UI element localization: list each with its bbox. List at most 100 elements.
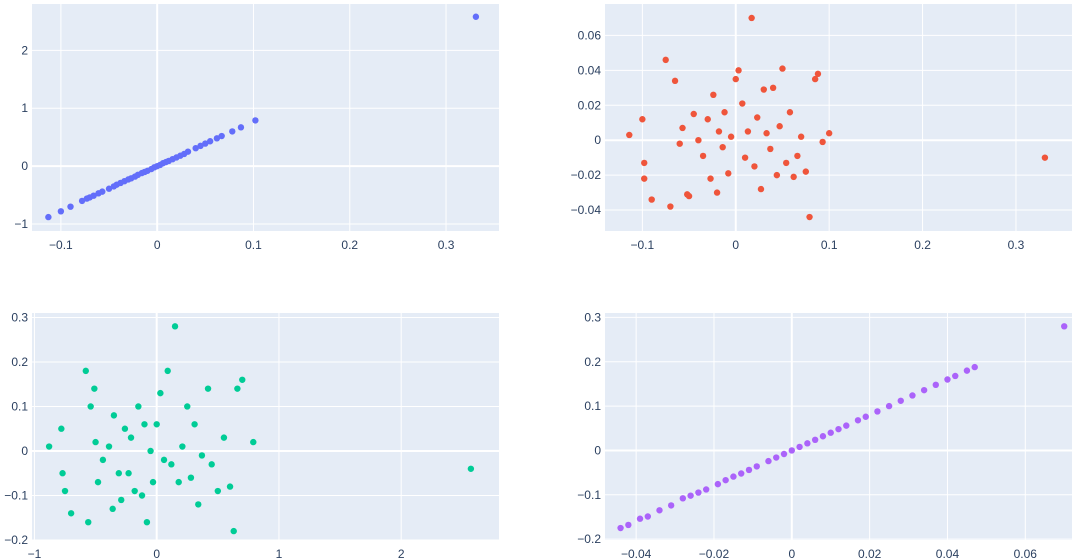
scatter-point bbox=[82, 367, 89, 375]
x-tick-label: −0.04 bbox=[621, 547, 652, 559]
scatter-point bbox=[819, 138, 826, 146]
scatter-point bbox=[191, 421, 198, 428]
scatter-point bbox=[676, 140, 683, 147]
scatter-point bbox=[143, 518, 151, 526]
x-tick-label: 0.3 bbox=[438, 238, 455, 252]
y-tick-label: 2 bbox=[21, 43, 28, 57]
scatter-point bbox=[695, 137, 702, 144]
scatter-point bbox=[735, 67, 742, 74]
scatter-point bbox=[806, 213, 813, 221]
scatter-point bbox=[854, 417, 862, 424]
scatter-point bbox=[250, 438, 257, 446]
scatter-point bbox=[45, 213, 52, 221]
y-tick-label: −0.2 bbox=[4, 533, 28, 547]
y-tick-label: 0.3 bbox=[584, 310, 601, 324]
scatter-point bbox=[751, 163, 758, 170]
scatter-point bbox=[648, 196, 655, 203]
plot-background bbox=[32, 4, 499, 231]
scatter-point bbox=[715, 128, 723, 135]
scatter-point bbox=[721, 109, 728, 116]
scatter-point bbox=[804, 440, 811, 447]
scatter-point bbox=[707, 175, 714, 182]
scatter-point bbox=[149, 478, 157, 486]
y-tick-label: −0.04 bbox=[571, 203, 602, 217]
scatter-point bbox=[819, 433, 827, 440]
scatter-point bbox=[67, 203, 74, 210]
y-tick-label: 0.1 bbox=[11, 399, 28, 413]
scatter-point bbox=[234, 385, 241, 392]
x-tick-label: 0.1 bbox=[245, 238, 262, 252]
x-tick-label: 0.04 bbox=[936, 547, 960, 559]
scatter-point bbox=[45, 443, 53, 450]
y-tick-label: 0.06 bbox=[578, 28, 602, 42]
x-tick-label: 0 bbox=[732, 238, 739, 252]
scatter-point bbox=[779, 65, 786, 72]
scatter-point bbox=[727, 133, 735, 140]
scatter-point bbox=[179, 443, 186, 450]
scatter-point bbox=[679, 495, 687, 502]
scatter-point bbox=[135, 403, 142, 410]
scatter-point bbox=[213, 135, 221, 142]
scatter-point bbox=[739, 100, 746, 107]
scatter-point bbox=[208, 461, 215, 468]
y-tick-label: 0 bbox=[594, 133, 601, 147]
scatter-point bbox=[713, 189, 721, 196]
scatter-point bbox=[690, 110, 697, 118]
scatter-point bbox=[704, 116, 711, 123]
scatter-point bbox=[662, 56, 669, 64]
scatter-point bbox=[57, 208, 65, 215]
scatter-point bbox=[741, 154, 749, 161]
scatter-point bbox=[811, 75, 819, 83]
scatter-point bbox=[617, 524, 624, 532]
scatter-point bbox=[160, 456, 168, 464]
scatter-point bbox=[685, 192, 693, 200]
scatter-point bbox=[885, 402, 893, 410]
scatter-point bbox=[769, 84, 777, 92]
scatter-point bbox=[85, 518, 92, 526]
scatter-point bbox=[92, 438, 99, 446]
scatter-point bbox=[472, 13, 480, 20]
scatter-point bbox=[790, 173, 797, 181]
y-tick-label: 0 bbox=[594, 443, 601, 457]
scatter-point bbox=[214, 487, 222, 495]
scatter-point bbox=[730, 473, 737, 480]
scatter-point bbox=[702, 486, 710, 493]
scatter-point bbox=[636, 515, 644, 522]
scatter-point bbox=[932, 381, 939, 389]
y-tick-label: −0.02 bbox=[571, 168, 602, 182]
scatter-point bbox=[639, 116, 646, 123]
scatter-point bbox=[641, 175, 648, 182]
scatter-point bbox=[153, 421, 160, 428]
scatter-point bbox=[952, 372, 959, 380]
scatter-point bbox=[218, 132, 225, 140]
y-tick-label: 0.2 bbox=[584, 355, 601, 369]
scatter-point bbox=[722, 476, 729, 484]
scatter-point bbox=[226, 483, 234, 490]
y-tick-label: 0 bbox=[21, 444, 28, 458]
y-tick-label: 0.1 bbox=[584, 399, 601, 413]
y-tick-label: 1 bbox=[21, 101, 28, 115]
scatter-point bbox=[78, 197, 86, 205]
x-tick-label: 2 bbox=[398, 547, 405, 559]
scatter-point bbox=[835, 425, 842, 433]
y-tick-label: 0.2 bbox=[11, 355, 28, 369]
x-tick-label: 0.2 bbox=[341, 238, 358, 252]
x-tick-label: 0.02 bbox=[858, 547, 882, 559]
scatter-point bbox=[1041, 154, 1049, 161]
scatter-point bbox=[710, 91, 717, 99]
scatter-point bbox=[825, 130, 833, 137]
scatter-point bbox=[780, 450, 788, 458]
scatter-point bbox=[115, 470, 122, 477]
scatter-point bbox=[230, 527, 237, 535]
y-tick-label: −0.1 bbox=[577, 488, 601, 502]
scatter-point bbox=[184, 403, 191, 410]
scatter-point bbox=[909, 392, 916, 399]
x-tick-label: −1 bbox=[28, 547, 42, 559]
scatter-point bbox=[121, 425, 129, 432]
scatter-point bbox=[237, 124, 245, 131]
scatter-point bbox=[862, 413, 869, 420]
scatter-point bbox=[897, 397, 904, 404]
scatter-point bbox=[782, 159, 790, 167]
scatter-point bbox=[687, 492, 694, 499]
scatter-point bbox=[719, 143, 726, 151]
